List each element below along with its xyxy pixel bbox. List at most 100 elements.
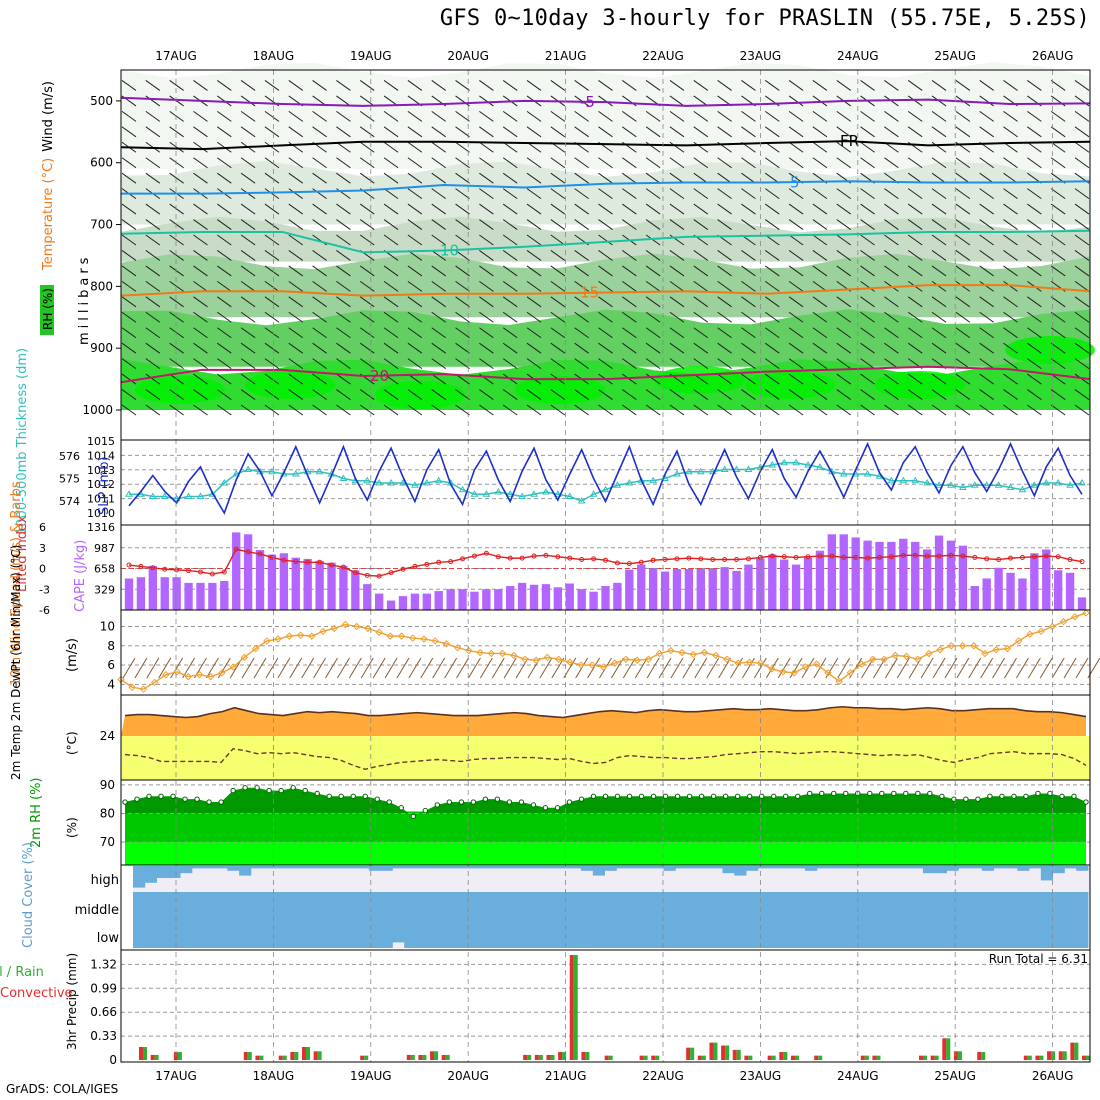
wind-point (274, 635, 282, 643)
wind-barb (359, 95, 375, 107)
thickness-point (613, 481, 622, 488)
cloud-bar-middle (286, 892, 299, 920)
wind-barb (193, 342, 208, 354)
rh-point (1083, 799, 1089, 805)
wind-barb (979, 188, 994, 200)
thickness-point (720, 465, 729, 472)
wind-barb (1050, 265, 1066, 277)
wind-barb (121, 327, 137, 339)
surface-wind-barb (789, 657, 803, 679)
cloud-bar-middle (1029, 892, 1042, 920)
wind-point (510, 651, 518, 660)
wind-barb (193, 80, 208, 91)
wind-barb (455, 234, 470, 246)
thickness-tick-label: 575 (59, 473, 80, 486)
date-label-bottom: 22AUG (642, 1069, 684, 1083)
cape-bar (279, 553, 289, 610)
cloud-bar-middle (592, 892, 606, 920)
precip-bar-convective (1058, 1051, 1063, 1060)
li-point (614, 560, 620, 566)
wind-barb (217, 110, 232, 122)
wind-barb (1074, 265, 1090, 277)
wind-barb (217, 80, 232, 91)
wind-barb (479, 389, 494, 400)
date-label-top: 21AUG (545, 49, 587, 63)
surface-wind-barb (992, 657, 1006, 679)
wind-barb (1050, 404, 1066, 416)
wind-barb (502, 265, 518, 277)
precip-bar-convective (942, 1038, 947, 1060)
wind-barb (598, 327, 613, 339)
surface-wind-barb (134, 657, 148, 679)
wind-barb (788, 280, 804, 292)
wind-barb (860, 126, 875, 138)
li-point (865, 555, 871, 561)
wind-barb (1074, 280, 1090, 292)
wind-barb (502, 157, 518, 169)
wind-barb (717, 203, 732, 215)
wind-barb (121, 342, 137, 354)
precip-bar-total (725, 1045, 730, 1060)
wind-barb (836, 141, 852, 153)
wind-barb (979, 296, 994, 308)
wind-barb (884, 389, 899, 400)
wind-barb (407, 188, 423, 200)
wind-barb (979, 311, 994, 323)
cloud-bar-low (970, 920, 983, 948)
wind-point (611, 659, 619, 667)
wind-barb (931, 389, 947, 400)
wind-barb (574, 311, 589, 323)
wind-barb (550, 404, 566, 416)
wind-barb (431, 404, 447, 416)
li-point (507, 555, 513, 561)
wind-barb (526, 265, 542, 277)
cloud-bar-middle (144, 892, 157, 920)
wind-barb (193, 250, 208, 261)
wind-barb (502, 126, 518, 138)
li-point (436, 559, 442, 565)
precip-bar-total (1027, 1055, 1032, 1060)
wind-barb (860, 296, 875, 308)
cloud-bar-high (911, 866, 924, 869)
cape-bar (851, 537, 860, 610)
wind-barb (622, 373, 637, 385)
wind-barb (598, 311, 613, 323)
wind-barb (383, 404, 399, 416)
wind-barb (741, 110, 756, 122)
wind-barb (622, 110, 637, 122)
wind-barb (741, 373, 756, 385)
wind-point (1082, 609, 1090, 617)
cape-bar (637, 564, 646, 610)
cloud-bar-low (840, 920, 853, 948)
wind-barb (288, 80, 304, 91)
wind-barb (264, 265, 280, 277)
wind-barb (574, 404, 589, 416)
wind-barb (383, 219, 399, 230)
rh-point (578, 796, 585, 802)
precip-bar-total (748, 1055, 753, 1060)
wind-barb (240, 265, 256, 277)
wind-barb (502, 296, 518, 308)
surface-wind-barb (1075, 657, 1089, 679)
date-label-bottom: 19AUG (350, 1069, 392, 1083)
wind-barb (931, 296, 947, 308)
wind-barb (884, 80, 899, 91)
cloud-bar-low (309, 920, 323, 948)
cloud-level-label: high (91, 873, 119, 888)
cloud-bar-middle (1017, 892, 1030, 920)
precip-tick-label: 0.33 (90, 1029, 117, 1043)
thickness-point (911, 476, 920, 484)
cape-bar (887, 541, 896, 610)
wind-barb (240, 172, 256, 184)
wind-barb (574, 172, 589, 184)
rh-point (819, 790, 825, 797)
cloud-bar-low (604, 920, 617, 948)
cloud-bar-high (1040, 866, 1054, 881)
wind-panel (120, 609, 1091, 696)
wind-barb (217, 250, 232, 261)
cloud-bar-low (781, 920, 794, 948)
wind-barb (812, 250, 828, 261)
wind-barb (907, 80, 923, 91)
rh-point (782, 793, 789, 800)
wind-barb (336, 265, 351, 277)
